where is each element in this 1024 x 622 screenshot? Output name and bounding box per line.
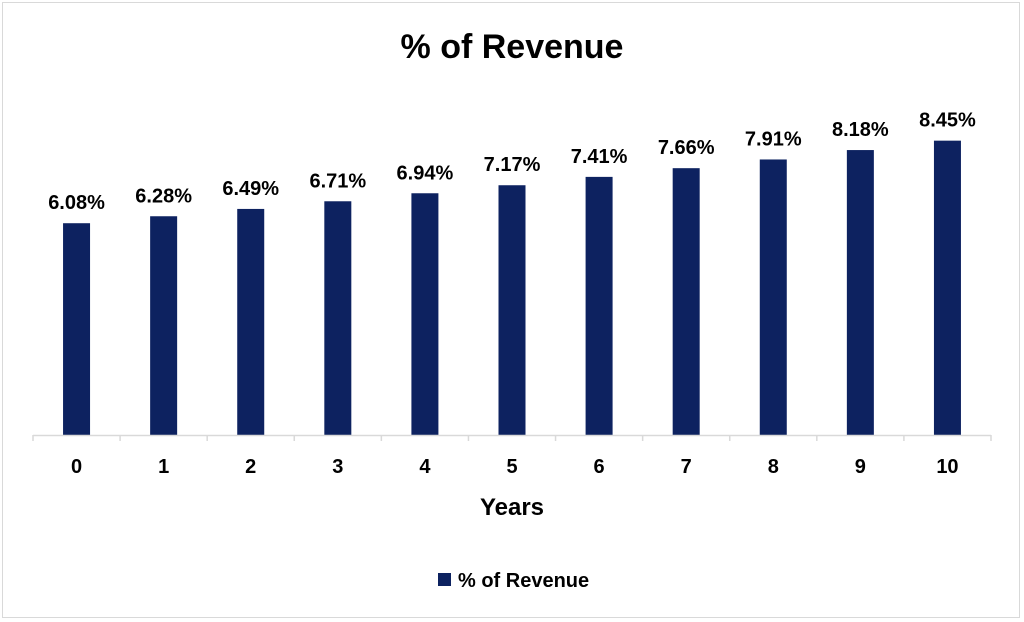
x-tick-label: 10 [936,456,958,478]
bar-year-6 [585,176,613,435]
legend-swatch [438,573,451,586]
x-tick-label: 2 [245,456,256,478]
bar-value-label: 6.49% [222,178,279,200]
bar-year-2 [237,208,265,435]
bar-value-label: 6.94% [397,162,454,184]
bar-value-label: 7.41% [571,146,628,168]
x-tick-label: 8 [768,456,779,478]
bar-value-label: 7.66% [658,137,715,159]
x-tick-label: 6 [594,456,605,478]
x-axis-title: Years [480,494,544,521]
bar-year-7 [672,168,700,435]
x-ticks-group [32,435,992,441]
bar-value-label: 7.17% [484,154,541,176]
bar-value-label: 6.08% [48,192,105,214]
bar-value-label: 8.18% [832,119,889,141]
x-tick-labels-group: 0 1 2 3 4 5 6 7 8 9 10 [71,456,959,478]
bars-group [63,140,961,435]
bar-year-1 [150,216,178,435]
x-tick-label: 1 [158,456,169,478]
bar-value-label: 6.71% [309,170,366,192]
x-tick-label: 5 [506,456,517,478]
bar-value-label: 7.91% [745,128,802,150]
chart-title: % of Revenue [401,28,624,66]
bar-value-label: 6.28% [135,185,192,207]
legend: % of Revenue [438,570,589,592]
bar-year-8 [759,159,787,435]
x-tick-label: 4 [419,456,431,478]
bar-year-4 [411,193,439,435]
x-tick-label: 7 [681,456,692,478]
bar-year-10 [933,140,961,435]
x-tick-label: 3 [332,456,343,478]
bar-year-9 [846,150,874,435]
bar-year-0 [63,223,91,435]
bar-year-5 [498,185,526,435]
x-tick-label: 0 [71,456,82,478]
bar-year-3 [324,201,352,435]
x-tick-label: 9 [855,456,866,478]
legend-label: % of Revenue [458,570,589,592]
bar-value-label: 8.45% [919,110,976,132]
bar-labels-group: 6.08% 6.28% 6.49% 6.71% 6.94% 7.17% 7.41% 7.66%… [48,110,976,215]
